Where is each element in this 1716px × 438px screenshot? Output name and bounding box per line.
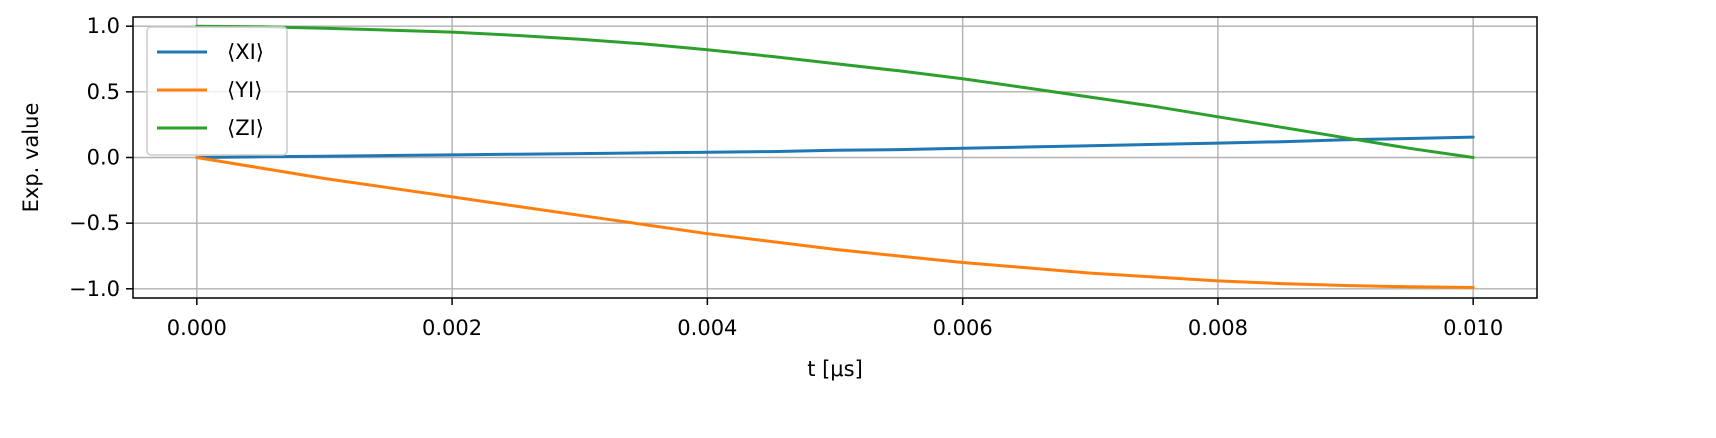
legend-label-1: ⟨YI⟩: [227, 78, 262, 102]
x-tick-label: 0.000: [167, 316, 227, 340]
legend-label-0: ⟨XI⟩: [227, 40, 264, 64]
legend-label-2: ⟨ZI⟩: [227, 116, 264, 140]
series-line-0: [195, 135, 1475, 159]
y-axis-label: Exp. value: [19, 103, 43, 213]
x-tick-label: 0.006: [933, 316, 993, 340]
series-lines: [195, 24, 1475, 289]
x-tick-label: 0.002: [422, 316, 482, 340]
y-tick-label: −1.0: [69, 277, 120, 301]
series-line-2: [195, 24, 1475, 159]
x-tick-label: 0.010: [1443, 316, 1503, 340]
series-line-1: [195, 156, 1475, 289]
y-tick-label: 1.0: [87, 14, 120, 38]
y-tick-label: 0.0: [87, 146, 120, 170]
x-tick-label: 0.008: [1188, 316, 1248, 340]
axis-ticks: 0.000 0.002 0.004 0.006 0.008 0.010 1.0 0.5 0.0 −…: [69, 14, 1503, 340]
legend: ⟨XI⟩ ⟨YI⟩ ⟨ZI⟩: [146, 26, 288, 156]
x-axis-label: t [μs]: [807, 357, 863, 381]
y-tick-label: 0.5: [87, 80, 120, 104]
grid: [133, 17, 1537, 298]
y-tick-label: −0.5: [69, 211, 120, 235]
legend-box: [146, 26, 288, 156]
x-tick-label: 0.004: [677, 316, 737, 340]
